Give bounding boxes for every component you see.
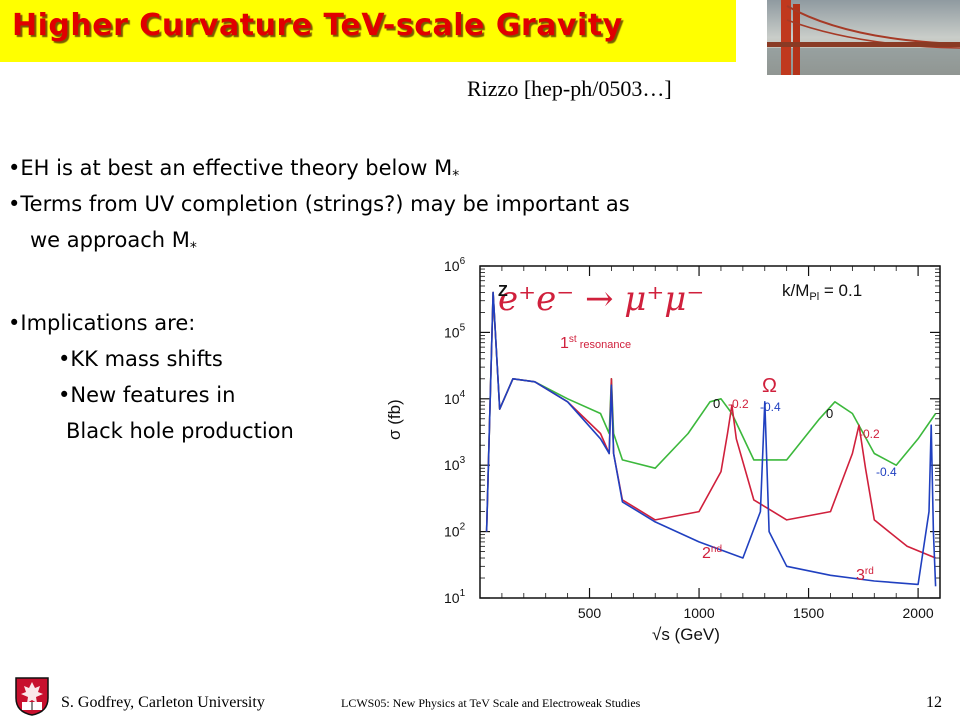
y-tick-label: 106	[444, 256, 466, 274]
footer-conference: LCWS05: New Physics at TeV Scale and Ele…	[341, 696, 641, 710]
title-banner: Higher Curvature TeV-scale Gravity	[0, 0, 736, 62]
plot-frame	[479, 265, 941, 599]
slide-number: 12	[926, 694, 942, 711]
sub-bullet-new-features: •New features in	[58, 383, 236, 407]
r2-label-02: -0.2	[859, 427, 880, 441]
z-peak-label: Z	[498, 283, 508, 300]
x-tick-label: 2000	[903, 605, 934, 621]
x-tick-label: 1000	[683, 605, 714, 621]
y-tick-label: 103	[444, 455, 466, 473]
bullet-uv-completion-cont: we approach M*	[30, 228, 197, 257]
carleton-crest-icon	[15, 677, 49, 716]
r1-label-02: -0.2	[728, 397, 749, 411]
r2-label-0: 0	[826, 406, 833, 421]
r2-label-04: -0.4	[876, 465, 897, 479]
sub-bullet-black-hole: Black hole production	[66, 419, 294, 443]
y-tick-label: 101	[444, 588, 466, 606]
bridge-photo	[767, 0, 960, 75]
cross-section-plot: 101 102 103 104 105 106 500 1000 1500 2000 e⁺e⁻ →…	[380, 244, 956, 648]
x-tick-label: 500	[578, 605, 602, 621]
r1-label-0: 0	[713, 396, 720, 411]
y-tick-label: 102	[444, 522, 466, 540]
third-resonance-label: 3rd	[856, 566, 874, 584]
bullet-uv-completion: •Terms from UV completion (strings?) may…	[8, 192, 630, 216]
process-label: e⁺e⁻ → μ⁺μ⁻	[498, 279, 704, 319]
sub-bullet-kk-mass-shifts: •KK mass shifts	[58, 347, 223, 371]
coupling-label: k/MPl = 0.1	[782, 281, 862, 303]
x-tick-label: 1500	[793, 605, 824, 621]
x-axis-label: √s (GeV)	[652, 625, 720, 644]
second-resonance-label: 2nd	[702, 544, 722, 562]
first-resonance-label: 1st resonance	[560, 334, 631, 352]
slide-title: Higher Curvature TeV-scale Gravity	[12, 8, 623, 43]
footer-author: S. Godfrey, Carleton University	[61, 694, 265, 711]
citation: Rizzo [hep-ph/0503…]	[467, 76, 672, 101]
y-axis-label: σ (fb)	[385, 399, 404, 440]
series-line-2	[485, 291, 937, 587]
bullet-implications: •Implications are:	[8, 311, 196, 335]
bullet-eh-effective-theory: •EH is at best an effective theory below…	[8, 156, 460, 185]
r1-label-04: -0.4	[760, 400, 781, 414]
y-tick-label: 105	[444, 322, 466, 340]
y-tick-label: 104	[444, 389, 466, 407]
omega-label: Ω	[762, 375, 777, 397]
